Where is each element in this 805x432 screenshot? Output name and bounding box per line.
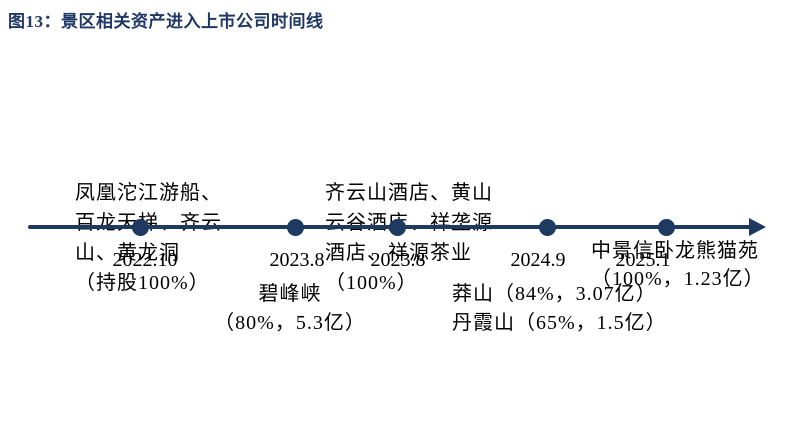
date-label: 2022.10 — [112, 249, 178, 271]
timeline-dot-2023-8-b — [389, 219, 406, 236]
annotation-line: 百龙天梯、齐云 — [75, 212, 222, 234]
timeline-dot-2023-8-a — [287, 219, 304, 236]
annotation-line: 云谷酒店、祥垄源 — [325, 212, 493, 234]
annotation-below-mangshan-danxiashan: 莽山（84%，3.07亿） 丹霞山（65%，1.5亿） — [452, 280, 667, 338]
annotation-line: （100%，1.23亿） — [591, 268, 765, 290]
annotation-line: 凤凰沱江游船、 — [75, 182, 222, 204]
date-label: 2023.8 — [269, 249, 325, 271]
annotation-line: 丹霞山（65%，1.5亿） — [452, 312, 667, 334]
annotation-above-zhongjingxin: 中景信卧龙熊猫苑 （100%，1.23亿） — [591, 237, 765, 293]
timeline-figure-area: 凤凰沱江游船、 百龙天梯、齐云 山、黄龙洞 （持股100%） 齐云山酒店、黄山 … — [17, 85, 787, 352]
annotation-line: 山、黄龙洞 — [75, 242, 180, 264]
annotation-line: 中景信卧龙熊猫苑 — [591, 240, 759, 262]
timeline-dot-2022-10 — [132, 219, 149, 236]
annotation-line: 齐云山酒店、黄山 — [325, 182, 493, 204]
date-label: 2025.1 — [615, 249, 671, 271]
timeline-arrowhead-icon — [749, 218, 766, 236]
annotation-line: （100%） — [325, 272, 418, 294]
date-label: 2024.9 — [510, 249, 566, 271]
annotation-line: 碧峰峡 — [258, 283, 322, 305]
annotation-line: 酒店、祥源茶业 — [325, 242, 472, 264]
annotation-line: 莽山（84%，3.07亿） — [452, 283, 657, 305]
timeline-dot-2024-9 — [539, 219, 556, 236]
annotation-below-bifengxia: 碧峰峡 （80%，5.3亿） — [214, 280, 366, 338]
annotation-above-fenghuang: 凤凰沱江游船、 百龙天梯、齐云 山、黄龙洞 （持股100%） — [75, 178, 222, 298]
figure-title: 图13：景区相关资产进入上市公司时间线 — [8, 12, 324, 31]
date-label: 2023.8 — [370, 249, 426, 271]
timeline-dot-2025-1 — [658, 219, 675, 236]
annotation-line: （80%，5.3亿） — [214, 312, 366, 334]
annotation-line: （持股100%） — [75, 272, 210, 294]
